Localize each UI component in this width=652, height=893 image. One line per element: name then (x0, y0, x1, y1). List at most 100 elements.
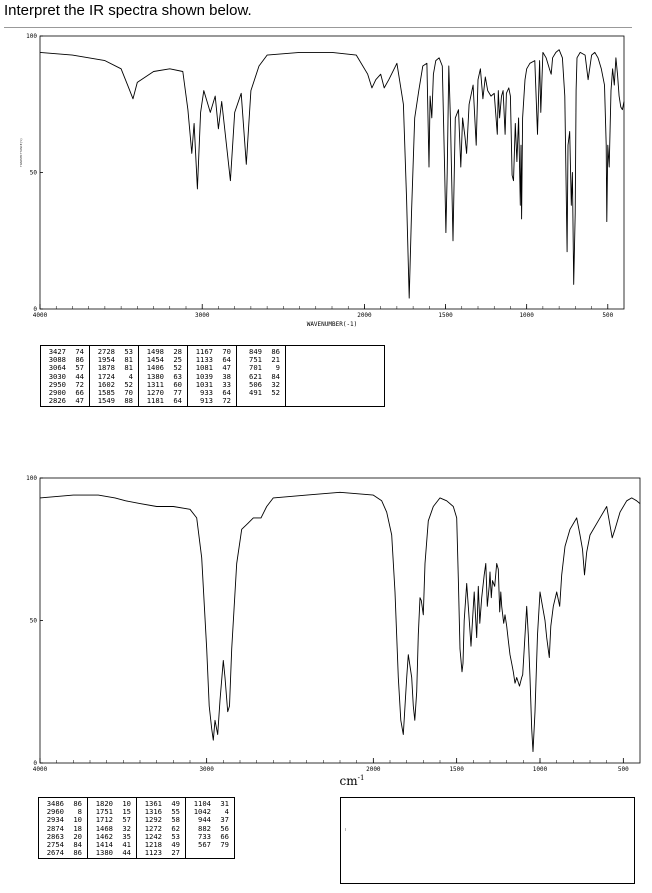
peak-wavenumber: 1167 (195, 347, 213, 356)
peak-table-row: 849 86 (242, 347, 280, 356)
peak-table-row: 2960 8 (44, 807, 82, 816)
peak-transmittance: 56 (220, 823, 229, 833)
peak-transmittance: 32 (122, 823, 131, 833)
peak-transmittance: 27 (171, 848, 180, 858)
peak-table-row: 1081 47 (193, 364, 231, 372)
peak-wavenumber: 1292 (144, 815, 162, 825)
peak-transmittance: 86 (73, 848, 82, 858)
peak-table-row: 506 32 (242, 380, 280, 389)
peak-transmittance: 9 (275, 363, 280, 373)
x-tick-label: 1500 (438, 312, 453, 319)
x-tick-label: 3000 (199, 766, 214, 773)
peak-table-row: 1218 49 (142, 840, 180, 849)
peak-transmittance: 52 (124, 379, 133, 389)
peak-wavenumber: 567 (198, 840, 211, 850)
peak-table-row: 1498 28 (144, 347, 182, 356)
peak-table-row: 3486 86 (44, 799, 82, 808)
peak-table-row: 944 37 (191, 816, 229, 824)
peak-table-row: 2934 10 (44, 816, 82, 824)
peak-table-row: 1361 49 (142, 799, 180, 808)
peak-table-row: 567 79 (191, 840, 229, 850)
y-tick-label: 100 (26, 33, 37, 40)
peak-wavenumber: 1380 (146, 371, 164, 381)
peak-wavenumber: 1181 (146, 396, 164, 406)
peak-wavenumber: 2874 (46, 823, 64, 833)
peak-table-row: 1549 88 (95, 397, 133, 405)
peak-table-column: 849 86 751 21 701 9 621 84 506 32 491 52 (237, 346, 286, 407)
peak-transmittance: 62 (171, 823, 180, 833)
peak-table-row: 1272 62 (142, 823, 180, 833)
peak-table-empty-column (286, 346, 384, 406)
peak-table-row: 3030 44 (46, 371, 84, 381)
x-tick-label: 4000 (33, 312, 48, 319)
peak-table-row: 882 56 (191, 823, 229, 833)
peak-transmittance: 10 (122, 799, 131, 808)
peak-transmittance: 44 (75, 371, 84, 381)
x-tick-label: 500 (618, 766, 629, 773)
spectrum-series-line (39, 491, 641, 753)
peak-table-1: 3427 74 3088 86 3064 57 3030 44 2950 72 2900 66 2826… (40, 345, 385, 408)
peak-wavenumber: 2934 (46, 815, 64, 825)
peak-transmittance: 52 (271, 388, 280, 398)
peak-wavenumber: 2674 (46, 848, 64, 858)
peak-transmittance: 52 (173, 363, 182, 373)
plot-frame (39, 477, 641, 764)
peak-transmittance: 47 (75, 396, 84, 406)
peak-table-2: 3486 86 2960 8 2934 10 2874 18 2863 20 2754 84 2674 8… (38, 797, 235, 860)
peak-wavenumber: 1242 (144, 831, 162, 841)
peak-transmittance: 64 (173, 396, 182, 406)
peak-wavenumber: 849 (249, 347, 262, 356)
peak-transmittance: 44 (122, 848, 131, 858)
peak-transmittance: 25 (173, 355, 182, 365)
y-tick-label: 100 (26, 475, 37, 482)
peak-table-column: 3427 74 3088 86 3064 57 3030 44 2950 72 2900 66 2826… (41, 346, 90, 407)
answer-box-caret (345, 828, 346, 831)
peak-table-column: 1820 10 1751 15 1712 57 1468 32 1462 35 1414 41 1380… (88, 798, 137, 859)
peak-wavenumber: 2900 (48, 388, 66, 398)
peak-table-row: 751 21 (242, 355, 280, 365)
peak-wavenumber: 1123 (144, 848, 162, 858)
peak-table-row: 1316 55 (142, 807, 180, 817)
peak-table-row: 1602 52 (95, 379, 133, 389)
peak-transmittance: 60 (173, 379, 182, 389)
peak-table-row: 2950 72 (46, 380, 84, 389)
peak-table-row: 3427 74 (46, 347, 84, 356)
peak-transmittance: 64 (222, 355, 231, 365)
peak-transmittance: 70 (124, 388, 133, 398)
x-tick-label: 4000 (33, 766, 48, 773)
peak-wavenumber: 1316 (144, 807, 162, 817)
y-tick-label: 0 (33, 760, 37, 767)
peak-table-row: 1133 64 (193, 355, 231, 365)
peak-transmittance: 72 (222, 396, 231, 406)
peak-transmittance: 4 (224, 807, 229, 817)
question-divider (4, 27, 632, 28)
peak-wavenumber: 1462 (95, 831, 113, 841)
x-tick-label: 2000 (366, 766, 381, 773)
x-tick-label: 1500 (449, 766, 464, 773)
peak-transmittance: 66 (75, 388, 84, 398)
peak-transmittance: 74 (75, 347, 84, 356)
answer-box (340, 797, 635, 884)
peak-transmittance: 57 (122, 815, 131, 825)
peak-wavenumber: 1104 (193, 799, 211, 808)
peak-transmittance: 41 (122, 840, 131, 850)
peak-transmittance: 21 (271, 355, 280, 365)
peak-table-row: 3064 57 (46, 364, 84, 372)
peak-table-row: 1042 4 (191, 807, 229, 817)
peak-wavenumber: 621 (249, 371, 262, 381)
y-tick-label: 50 (30, 170, 38, 177)
peak-transmittance: 79 (220, 840, 229, 850)
peak-wavenumber: 1585 (97, 388, 115, 398)
peak-wavenumber: 491 (249, 388, 262, 398)
peak-wavenumber: 1270 (146, 388, 164, 398)
peak-table-row: 1167 70 (193, 347, 231, 356)
peak-transmittance: 86 (73, 799, 82, 808)
question-text: Interpret the IR spectra shown below. (4, 2, 252, 19)
peak-wavenumber: 3064 (48, 363, 66, 373)
peak-table-row: 2728 53 (95, 347, 133, 356)
peak-table-row: 1585 70 (95, 388, 133, 398)
peak-wavenumber: 1414 (95, 840, 113, 850)
peak-wavenumber: 1954 (97, 355, 115, 365)
peak-wavenumber: 1468 (95, 823, 113, 833)
